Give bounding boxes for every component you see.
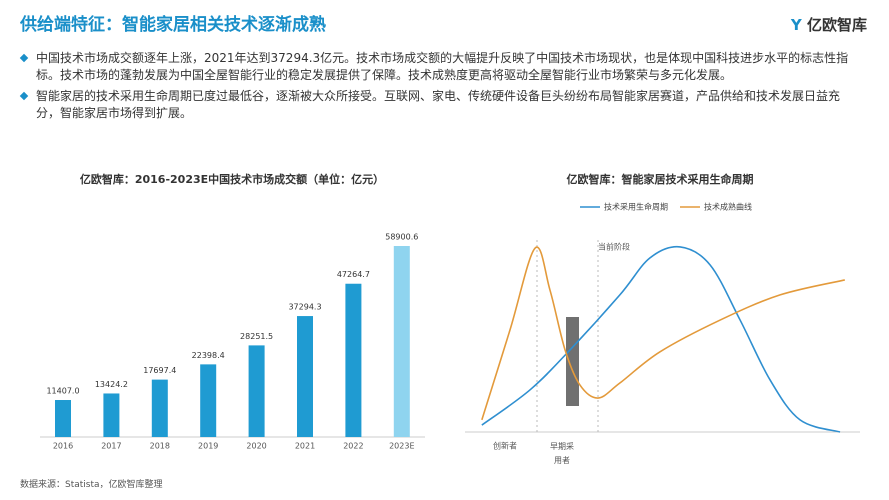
x-tick-label: 2020 — [246, 442, 266, 451]
bar — [297, 316, 313, 437]
x-tick-label: 2018 — [150, 442, 170, 451]
value-label: 47264.7 — [337, 270, 370, 279]
x-tick-label: 2017 — [101, 442, 121, 451]
bullet: 中国技术市场成交额逐年上涨，2021年达到37294.3亿元。技术市场成交额的大… — [36, 50, 858, 84]
source: 数据来源：Statista，亿欧智库整理 — [20, 480, 163, 490]
bar — [200, 364, 217, 437]
legend-label: 技术成熟曲线 — [704, 202, 752, 212]
bar — [345, 283, 362, 437]
line — [481, 245, 841, 433]
legend-label: 技术采用生命周期 — [604, 202, 668, 212]
bar — [248, 345, 265, 437]
stage-label: 早期采用者 — [550, 442, 574, 465]
stage-label: 创新者 — [493, 441, 517, 451]
bar — [55, 400, 71, 437]
value-label: 22398.4 — [192, 351, 225, 360]
slide-title: 供给端特征：智能家居相关技术逐渐成熟 — [20, 15, 326, 35]
value-label: 17697.4 — [143, 366, 176, 375]
x-tick-label: 2023E — [389, 442, 414, 451]
line — [481, 246, 846, 421]
value-label: 28251.5 — [240, 332, 273, 341]
logo: Y 亿欧智库 — [790, 16, 867, 34]
bar — [151, 379, 168, 437]
bar — [103, 393, 120, 437]
value-label: 11407.0 — [46, 387, 79, 396]
value-label: 37294.3 — [288, 303, 321, 312]
x-tick-label: 2021 — [295, 442, 315, 451]
value-label: 58900.6 — [385, 233, 418, 242]
chart-title: 亿欧智库：智能家居技术采用生命周期 — [567, 172, 754, 186]
bullet: 智能家居的技术采用生命周期已度过最低谷，逐渐被大众所接受。互联网、家电、传统硬件… — [36, 88, 858, 122]
bar — [393, 246, 410, 437]
annotation: 当前阶段 — [598, 242, 630, 252]
current-stage-bar — [566, 317, 579, 406]
x-tick-label: 2022 — [343, 442, 363, 451]
chart-title: 亿欧智库：2016-2023E中国技术市场成交额（单位：亿元） — [80, 172, 384, 186]
x-tick-label: 2019 — [198, 442, 218, 451]
logo-text: 亿欧智库 — [806, 16, 867, 34]
value-label: 13424.2 — [95, 380, 128, 389]
x-tick-label: 2016 — [53, 442, 73, 451]
